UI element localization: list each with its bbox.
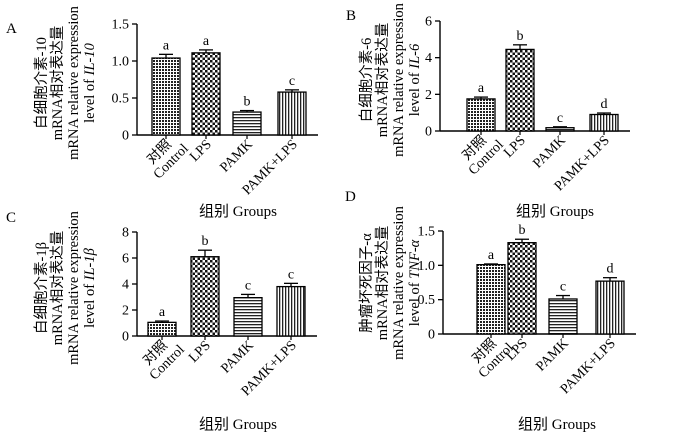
y-axis-label-line: 白细胞介素-6 <box>358 38 375 123</box>
x-tick-label: LPS <box>501 133 529 161</box>
significance-label: c <box>560 280 566 295</box>
x-tick-label: PAMK <box>534 336 572 374</box>
bar <box>147 321 177 337</box>
bar <box>151 57 181 136</box>
y-tick-label: 6 <box>425 15 432 30</box>
y-axis-label: 白细胞介素-1β mRNA相对表达量 mRNA relative expressio… <box>33 210 98 365</box>
significance-label: c <box>557 111 563 126</box>
y-axis-label-line: mRNA相对表达量 <box>374 226 391 340</box>
y-axis-label-line: mRNA relative expression <box>391 2 407 157</box>
y-tick-label: 1.5 <box>112 18 130 33</box>
y-axis-label-line: level of IL-1β <box>82 247 98 327</box>
significance-label: b <box>519 223 526 238</box>
bar <box>595 280 625 335</box>
y-tick-label: 8 <box>122 226 129 241</box>
y-tick-label: 1.0 <box>418 259 436 274</box>
y-tick-label: 0 <box>428 328 435 343</box>
significance-label: b <box>244 95 251 110</box>
bar <box>232 111 262 136</box>
significance-label: b <box>202 234 209 249</box>
y-tick-label: 0 <box>122 330 129 345</box>
y-tick-label: 2 <box>122 304 129 319</box>
y-tick-label: 1.5 <box>418 225 436 240</box>
y-tick-label: 2 <box>425 88 432 103</box>
x-axis-title: 组别 Groups <box>518 416 596 433</box>
x-tick-label: PAMK <box>218 137 256 175</box>
y-axis-label: 白细胞介素-10 mRNA相对表达量 mRNA relative expressio… <box>33 5 98 160</box>
x-axis-title: 组别 Groups <box>199 203 277 220</box>
y-axis-label: 白细胞介素-6 mRNA相对表达量 mRNA relative expression… <box>358 2 423 157</box>
panel-letter: A <box>6 21 17 37</box>
x-tick-label: PAMK <box>219 338 257 376</box>
y-tick-label: 0 <box>425 125 432 140</box>
significance-label: b <box>517 29 524 44</box>
y-axis-label-line: level of IL-6 <box>407 43 423 116</box>
y-tick-label: 0 <box>122 129 129 144</box>
bar <box>191 52 221 136</box>
bar <box>507 242 537 335</box>
significance-label: c <box>245 278 251 293</box>
panel-a: A00.51.01.5a对照ControlaLPSbPAMKcPAMK+LPS白… <box>6 5 318 220</box>
y-axis-label: 肿瘤坏死因子-α mRNA相对表达量 mRNA relative expressio… <box>358 205 423 360</box>
significance-label: d <box>607 262 614 277</box>
panel-letter: C <box>6 210 16 226</box>
y-axis-label-line: level of IL-10 <box>82 42 98 122</box>
significance-label: a <box>488 248 495 263</box>
y-axis-label-line: 肿瘤坏死因子-α <box>358 233 375 333</box>
significance-label: c <box>288 267 294 282</box>
panel-b: B0246a对照ControlbLPScPAMKdPAMK+LPS白细胞介素-6… <box>346 2 630 220</box>
significance-label: a <box>159 305 166 320</box>
y-axis-label-line: 白细胞介素-1β <box>33 242 50 334</box>
x-tick-label: PAMK <box>531 133 569 171</box>
bar <box>505 48 535 132</box>
y-axis-label-line: 白细胞介素-10 <box>33 37 50 129</box>
y-axis-label-line: mRNA相对表达量 <box>374 23 391 137</box>
bar <box>589 113 619 132</box>
bar <box>190 256 220 337</box>
significance-label: a <box>203 34 210 49</box>
bar <box>466 98 496 132</box>
panel-c: C02468a对照ControlbLPScPAMKcPAMK+LPS白细胞介素-… <box>6 210 317 433</box>
x-axis-title: 组别 Groups <box>516 203 594 220</box>
bar <box>233 296 263 337</box>
y-axis-label-line: level of TNF-α <box>407 239 423 326</box>
y-tick-label: 4 <box>122 278 129 293</box>
significance-label: d <box>601 97 608 112</box>
y-axis-label-line: mRNA relative expression <box>66 210 82 365</box>
y-tick-label: 0.5 <box>112 92 130 107</box>
y-tick-label: 4 <box>425 51 432 66</box>
bar <box>476 263 506 335</box>
x-tick-label: LPS <box>187 137 215 165</box>
y-axis-label-line: mRNA相对表达量 <box>49 231 66 345</box>
x-tick-label: LPS <box>186 338 214 366</box>
panel-letter: B <box>346 8 356 24</box>
bar <box>276 285 306 337</box>
panel-d: D00.51.01.5a对照ControlbLPScPAMKdPAMK+LPS肿… <box>345 189 636 433</box>
y-tick-label: 6 <box>122 252 129 267</box>
y-tick-label: 1.0 <box>112 55 130 70</box>
bar <box>545 127 575 132</box>
y-axis-label-line: mRNA relative expression <box>391 205 407 360</box>
significance-label: a <box>478 81 485 96</box>
significance-label: c <box>289 74 295 89</box>
bar <box>548 298 578 335</box>
significance-label: a <box>163 38 170 53</box>
panel-letter: D <box>345 189 356 205</box>
bar <box>277 91 307 136</box>
y-axis-label-line: mRNA relative expression <box>66 5 82 160</box>
y-tick-label: 0.5 <box>418 293 436 308</box>
y-axis-label-line: mRNA相对表达量 <box>49 26 66 140</box>
x-axis-title: 组别 Groups <box>199 416 277 433</box>
